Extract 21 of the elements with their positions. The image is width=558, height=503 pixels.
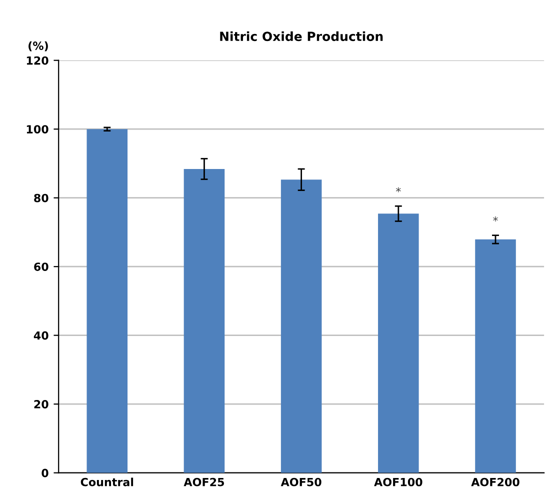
- x-tick-label: AOF200: [471, 478, 520, 486]
- bar: [378, 214, 419, 473]
- bar: [86, 129, 128, 473]
- annotation: *: [396, 187, 401, 192]
- y-tick-label: 60: [34, 262, 48, 271]
- y-tick-label: 20: [34, 400, 48, 408]
- bar: [280, 180, 322, 473]
- y-tick-label: 80: [34, 194, 48, 202]
- x-tick-label: AOF25: [184, 478, 224, 486]
- y-axis-title: (%): [28, 41, 48, 52]
- chart-title: Nitric Oxide Production: [220, 31, 383, 42]
- y-tick-label: 100: [26, 125, 48, 134]
- bar: [184, 168, 225, 473]
- annotation: *: [493, 216, 498, 222]
- x-tick-label: AOF50: [280, 478, 322, 486]
- x-tick-label: Countral: [80, 478, 134, 486]
- y-tick-label: 40: [34, 331, 48, 340]
- y-tick-label: 120: [26, 56, 48, 65]
- y-tick-label: 0: [42, 468, 48, 478]
- x-tick-label: AOF100: [374, 478, 422, 486]
- bar: [475, 239, 516, 473]
